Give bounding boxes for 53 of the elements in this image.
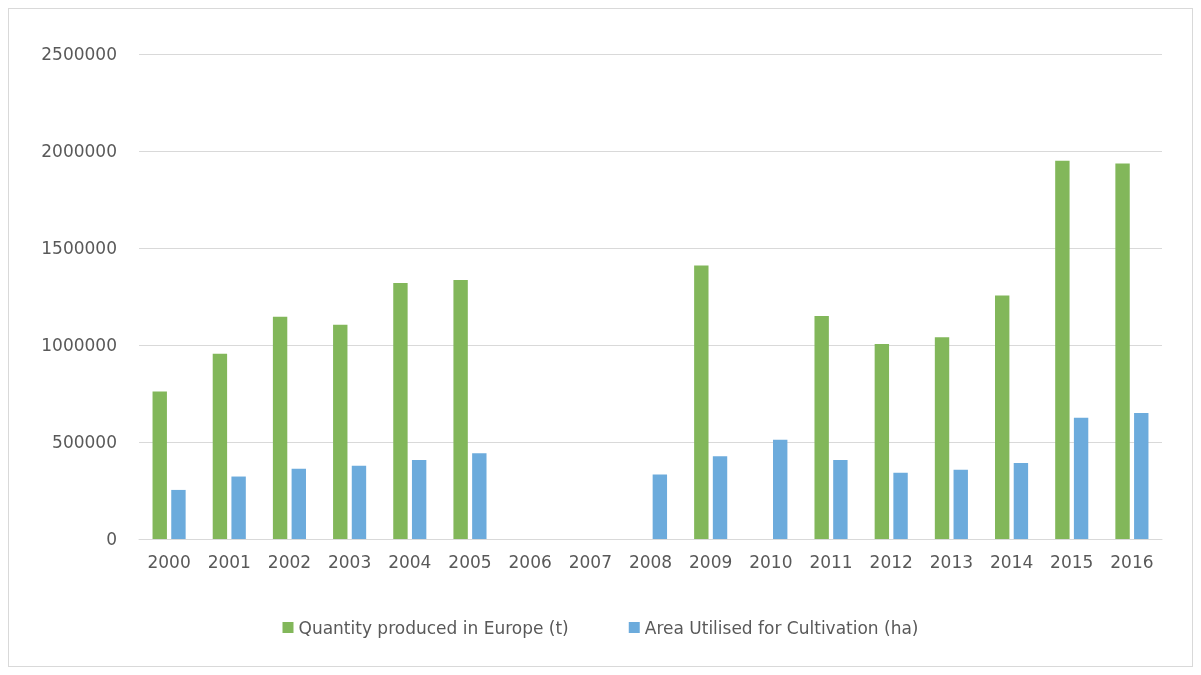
bar bbox=[652, 474, 668, 539]
x-tick-label: 2009 bbox=[689, 551, 733, 572]
x-tick-label: 2003 bbox=[327, 551, 372, 572]
x-tick-label: 2007 bbox=[568, 551, 612, 572]
bar bbox=[773, 439, 788, 539]
x-tick-label: 2008 bbox=[628, 551, 673, 572]
bar bbox=[1073, 417, 1089, 539]
bar bbox=[694, 265, 709, 539]
bar bbox=[272, 316, 288, 539]
y-tick-label: 2500000 bbox=[41, 44, 117, 64]
bar bbox=[1013, 462, 1029, 539]
bar bbox=[934, 337, 950, 539]
y-tick-label: 0 bbox=[106, 529, 117, 549]
bar bbox=[411, 460, 427, 539]
bar bbox=[291, 468, 306, 539]
x-tick-label: 2015 bbox=[1050, 551, 1094, 572]
bar bbox=[1115, 163, 1130, 539]
x-tick-label: 2016 bbox=[1110, 551, 1154, 572]
y-tick-label: 2000000 bbox=[41, 141, 117, 161]
x-tick-label: 2011 bbox=[809, 551, 853, 572]
bar bbox=[712, 456, 728, 539]
x-tick-label: 2013 bbox=[929, 551, 974, 572]
bar bbox=[231, 476, 246, 539]
x-tick-label: 2000 bbox=[147, 551, 191, 572]
y-tick-label: 1500000 bbox=[41, 238, 117, 258]
bar bbox=[472, 453, 487, 539]
bar bbox=[953, 469, 968, 539]
bar bbox=[874, 344, 890, 539]
x-tick-label: 2005 bbox=[448, 551, 492, 572]
bar bbox=[333, 324, 348, 539]
bar bbox=[212, 353, 228, 539]
x-tick-label: 2001 bbox=[207, 551, 251, 572]
x-tick-label: 2002 bbox=[267, 551, 312, 572]
legend-label: Area Utilised for Cultivation (ha) bbox=[644, 617, 919, 638]
x-tick-label: 2012 bbox=[869, 551, 913, 572]
x-tick-label: 2010 bbox=[749, 551, 793, 572]
x-tick-label: 2006 bbox=[508, 551, 552, 572]
bar bbox=[893, 472, 908, 539]
legend-label: Quantity produced in Europe (t) bbox=[298, 617, 569, 638]
bar bbox=[1055, 160, 1070, 539]
bar bbox=[171, 489, 186, 539]
x-tick-label: 2014 bbox=[989, 551, 1034, 572]
bar bbox=[833, 460, 848, 539]
bar bbox=[453, 280, 468, 539]
y-tick-label: 1000000 bbox=[41, 335, 117, 355]
bar bbox=[152, 391, 167, 539]
bar bbox=[995, 295, 1010, 539]
y-tick-label: 500000 bbox=[52, 432, 117, 452]
bar bbox=[351, 465, 367, 539]
x-tick-label: 2004 bbox=[388, 551, 432, 572]
bar bbox=[393, 282, 408, 539]
bar bbox=[814, 315, 829, 539]
bar bbox=[1134, 412, 1149, 539]
